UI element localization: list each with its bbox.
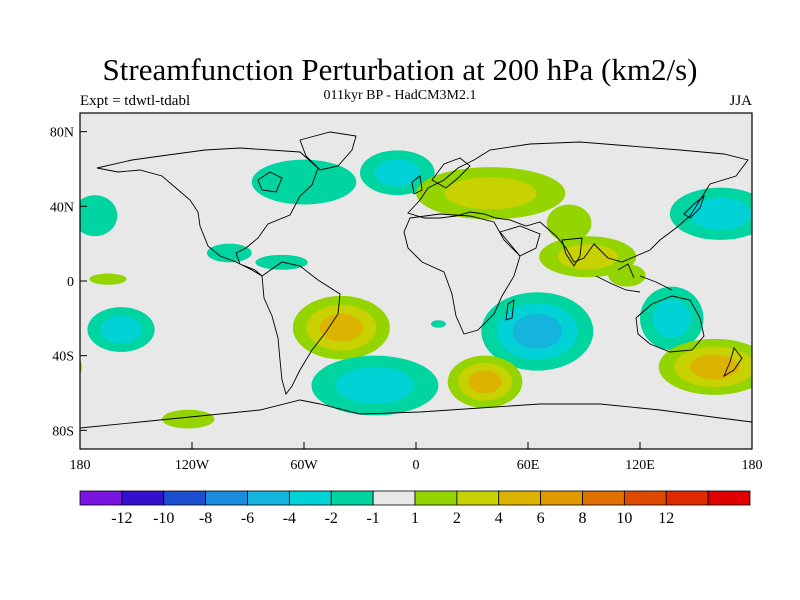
colorbar-box [665, 490, 709, 506]
colorbar-label: -6 [241, 510, 254, 527]
anomaly-contour-9-1 [335, 367, 414, 404]
anomaly-contour-1-1 [374, 158, 421, 187]
lon-tick-label: 120E [625, 458, 655, 473]
anomaly-contour-3-0 [206, 243, 252, 263]
coast-africa [403, 213, 521, 335]
lat-tick-label: 0 [67, 275, 74, 290]
coast-japan [683, 194, 705, 219]
lon-tick-label: 60W [290, 458, 318, 473]
lat-tick-label: 80S [52, 424, 74, 439]
colorbar-label: 2 [453, 510, 461, 527]
colorbar-box [456, 490, 500, 506]
colorbar-box [121, 490, 165, 506]
coast-greenland [299, 131, 357, 171]
coast-hudson-bay [257, 171, 283, 193]
anomaly-contour-6-1 [100, 315, 142, 344]
anomaly-contour-14-0 [608, 264, 646, 287]
colorbar-box [205, 490, 248, 506]
coast-north-america [96, 147, 319, 277]
colorbar-label: 8 [579, 510, 587, 527]
colorbar-box [540, 490, 583, 506]
anomaly-contour-0-0 [251, 159, 357, 205]
map-subtitle: 011kyr BP - HadCM3M2.1 [323, 88, 477, 103]
coast-south-america [261, 261, 341, 395]
anomaly-contour-19-2 [468, 370, 502, 394]
lon-tick-label: 120W [175, 458, 210, 473]
lon-tick-label: 60E [517, 458, 540, 473]
colorbar-box [623, 490, 667, 506]
anomaly-contour-11-1 [444, 177, 537, 210]
anomaly-contour-15-1 [689, 197, 752, 230]
colorbar-label: -1 [366, 510, 379, 527]
coast-eurasia [407, 141, 749, 263]
axis-ticks: 80N 40N 0 40S 80S 180 120W 60W 0 60E 120E 180 [50, 126, 763, 473]
lon-tick-label: 180 [742, 458, 763, 473]
coast-australia [635, 295, 705, 353]
anomaly-contour-12-0 [546, 204, 592, 242]
colorbar-label: -8 [199, 510, 212, 527]
experiment-label: Expt = tdwtl-tdabl [80, 93, 191, 109]
coast-madagascar [505, 299, 515, 321]
coast-arabia [499, 225, 541, 257]
coast-india [561, 237, 583, 267]
coast-antarctica [80, 399, 752, 429]
colorbar-label: -2 [325, 510, 338, 527]
colorbar: -12 -10 -8 -6 -4 -2 -1 1 2 4 6 8 10 12 [79, 490, 751, 527]
colorbar-box [414, 490, 458, 506]
anomaly-contour-5-0 [89, 273, 127, 285]
colorbar-box [498, 490, 542, 506]
lat-tick-label: 40N [50, 200, 74, 215]
colorbar-box [372, 490, 416, 506]
lat-tick-label: 40S [52, 350, 74, 365]
coast-scandinavia [431, 157, 471, 189]
coast-britain [411, 175, 423, 195]
anomaly-contour-8-2 [319, 313, 363, 342]
colorbar-box [247, 490, 290, 506]
colorbar-box [163, 490, 207, 506]
lat-tick-label: 80N [50, 126, 74, 141]
anomaly-contour-20-0 [430, 320, 446, 328]
colorbar-box [79, 490, 123, 506]
anomaly-contour-13-1 [557, 244, 618, 270]
coastlines [80, 131, 752, 429]
anomaly-contour-17-1 [652, 298, 692, 338]
lon-tick-label: 0 [413, 458, 420, 473]
colorbar-label: 4 [495, 510, 503, 527]
anomaly-contour-16-2 [512, 313, 563, 349]
colorbar-label: 6 [537, 510, 545, 527]
anomaly-contour-18-2 [689, 354, 740, 380]
colorbar-box [330, 490, 374, 506]
coast-indonesia [595, 263, 673, 293]
colorbar-label: -12 [111, 510, 132, 527]
coast-new-zealand [723, 347, 743, 378]
colorbar-label: 1 [411, 510, 419, 527]
colorbar-label: -4 [283, 510, 296, 527]
lon-tick-label: 180 [70, 458, 91, 473]
season-label: JJA [729, 93, 752, 109]
colorbar-label: 10 [616, 510, 632, 527]
colorbar-box [582, 490, 625, 506]
colorbar-label: -10 [153, 510, 174, 527]
anomaly-contour-10-0 [162, 409, 215, 429]
colorbar-box [707, 490, 751, 506]
map-title: Streamfunction Perturbation at 200 hPa (… [102, 52, 698, 87]
colorbar-box [288, 490, 332, 506]
colorbar-label: 12 [658, 510, 674, 527]
anomaly-contour-2-0 [80, 195, 118, 237]
